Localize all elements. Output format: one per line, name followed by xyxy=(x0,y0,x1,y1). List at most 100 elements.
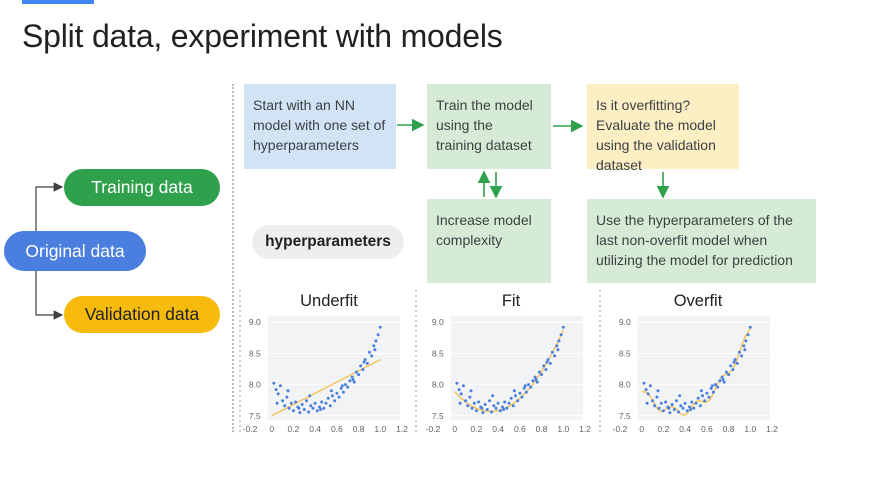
plot-area xyxy=(637,316,770,420)
data-point xyxy=(308,394,312,398)
data-point xyxy=(748,325,752,329)
y-tick-label: 8.0 xyxy=(432,380,444,390)
data-point xyxy=(690,400,694,404)
flow-step-start: Start with an NN model with one set of h… xyxy=(244,84,396,169)
data-point xyxy=(283,404,287,408)
data-point xyxy=(703,399,707,403)
data-point xyxy=(540,373,544,377)
data-point xyxy=(297,406,301,410)
data-point xyxy=(294,400,298,404)
y-tick-label: 7.5 xyxy=(432,411,444,421)
data-point xyxy=(668,411,672,415)
data-point xyxy=(711,390,715,394)
data-point xyxy=(485,408,489,411)
data-point xyxy=(340,384,344,388)
data-point xyxy=(544,368,548,372)
data-point xyxy=(710,384,714,388)
data-point xyxy=(743,348,747,352)
data-point xyxy=(561,325,565,329)
data-point xyxy=(737,350,741,354)
data-point xyxy=(359,364,363,368)
x-tick-label: 1.2 xyxy=(396,424,408,434)
data-point xyxy=(337,395,341,399)
data-point xyxy=(511,404,515,408)
data-point xyxy=(557,339,561,343)
data-point xyxy=(480,406,484,410)
x-tick-label: 0.4 xyxy=(679,424,691,434)
data-point xyxy=(372,344,376,348)
data-point xyxy=(494,406,498,410)
data-point xyxy=(457,388,461,392)
plot-title-overfit: Overfit xyxy=(673,292,723,310)
data-point xyxy=(688,405,691,409)
data-point xyxy=(648,384,652,388)
data-point xyxy=(679,404,683,408)
data-point xyxy=(645,401,649,405)
data-point xyxy=(545,360,549,364)
data-point xyxy=(548,361,552,365)
data-point xyxy=(678,394,682,398)
data-point xyxy=(309,404,313,408)
data-point xyxy=(727,373,731,377)
data-point xyxy=(677,410,681,414)
y-tick-label: 9.0 xyxy=(432,317,444,327)
data-point xyxy=(716,385,720,389)
data-point xyxy=(505,406,509,410)
data-point xyxy=(278,384,282,388)
y-tick-label: 7.5 xyxy=(249,411,261,421)
flow-step-increase-complexity: Increase model complexity xyxy=(427,199,551,283)
data-point xyxy=(276,392,280,396)
data-point xyxy=(729,364,733,368)
data-point xyxy=(642,381,646,385)
y-tick-label: 7.5 xyxy=(619,411,631,421)
data-point xyxy=(459,392,463,396)
data-point xyxy=(305,399,308,403)
data-point xyxy=(496,401,500,405)
data-point xyxy=(477,400,481,404)
data-point xyxy=(524,390,528,394)
data-point xyxy=(657,406,661,410)
data-point xyxy=(291,409,295,413)
y-tick-label: 9.0 xyxy=(619,317,631,327)
data-point xyxy=(683,401,687,405)
x-tick-label: 0.2 xyxy=(658,424,670,434)
data-point xyxy=(721,378,725,382)
flow-step-train: Train the model using the training datas… xyxy=(427,84,551,169)
data-point xyxy=(559,333,563,337)
data-point xyxy=(468,395,472,399)
data-point xyxy=(502,408,506,411)
data-point xyxy=(518,391,522,395)
data-point xyxy=(373,348,377,352)
data-point xyxy=(735,361,739,365)
arrow-to-validation xyxy=(35,271,64,320)
y-tick-label: 8.5 xyxy=(432,348,444,358)
data-point xyxy=(514,394,517,398)
x-tick-label: 1.0 xyxy=(557,424,569,434)
data-point xyxy=(319,408,323,411)
data-point xyxy=(659,401,663,405)
data-point xyxy=(326,396,330,400)
data-point xyxy=(509,396,513,400)
page-title: Split data, experiment with models xyxy=(22,18,503,54)
data-point xyxy=(746,333,750,337)
flow-step-use-hyperparameters: Use the hyperparameters of the last non-… xyxy=(587,199,816,283)
data-point xyxy=(542,364,546,368)
validation-data-pill: Validation data xyxy=(64,296,220,333)
data-point xyxy=(350,375,354,379)
data-point xyxy=(533,375,537,379)
data-point xyxy=(507,401,511,405)
x-tick-label: -0.2 xyxy=(426,424,441,434)
data-point xyxy=(470,406,474,410)
data-point xyxy=(302,408,306,411)
data-point xyxy=(286,389,290,393)
data-point xyxy=(672,408,676,411)
y-tick-label: 8.0 xyxy=(619,380,631,390)
data-point xyxy=(664,400,668,404)
x-tick-label: -0.2 xyxy=(613,424,628,434)
data-point xyxy=(361,368,365,372)
data-point xyxy=(458,401,462,405)
x-tick-label: 0.2 xyxy=(471,424,483,434)
x-tick-label: 0 xyxy=(639,424,644,434)
data-point xyxy=(498,409,502,413)
